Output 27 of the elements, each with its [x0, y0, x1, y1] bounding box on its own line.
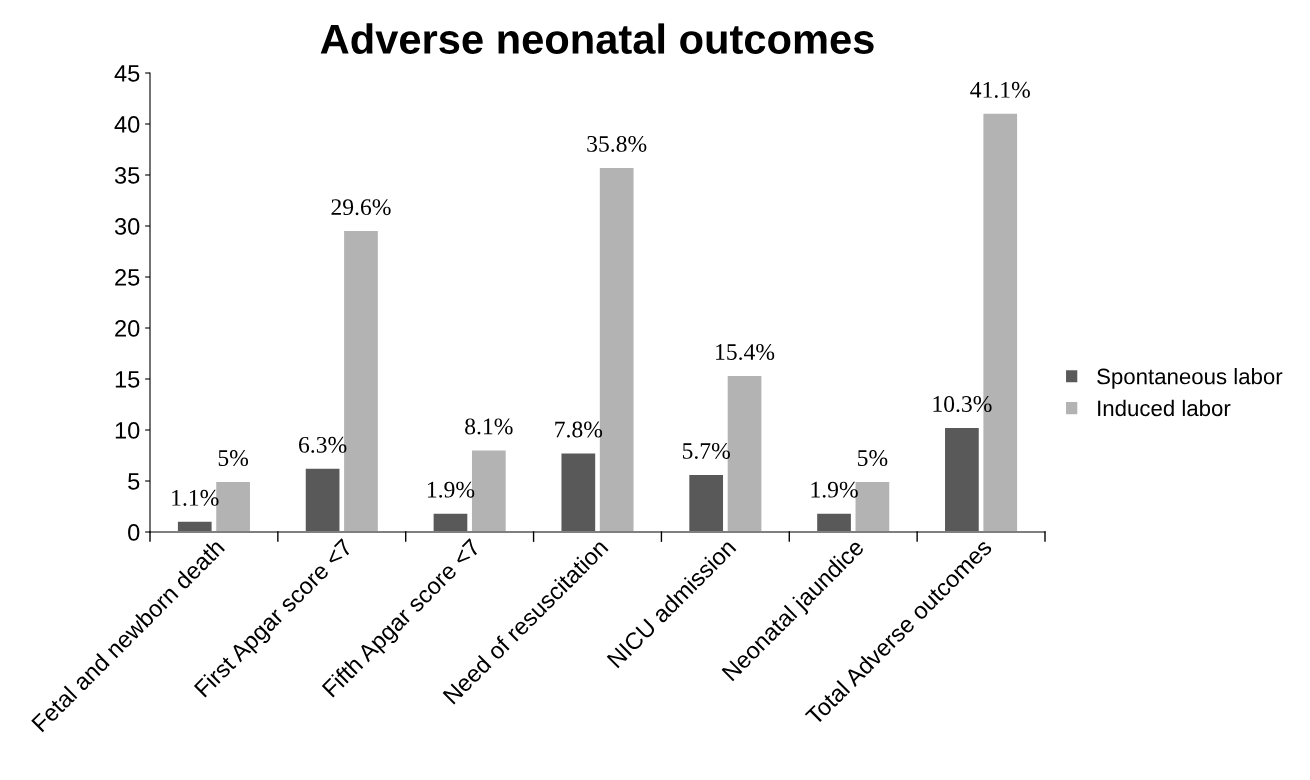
- data-label: 1.9%: [427, 481, 475, 498]
- data-label: 41.1%: [970, 81, 1030, 98]
- y-tick-label: 40: [114, 116, 140, 133]
- y-tick-label: 25: [115, 269, 140, 286]
- data-label: 7.8%: [555, 421, 603, 438]
- data-label: 1.9%: [811, 481, 858, 498]
- y-tick-label: 5: [128, 473, 140, 490]
- legend-label: Spontaneous labor: [1097, 368, 1283, 389]
- chart-title: Adverse neonatal outcomes: [320, 23, 874, 54]
- data-label: 1.1%: [172, 489, 219, 506]
- data-label: 5%: [858, 450, 888, 467]
- y-tick-label: 10: [115, 422, 140, 439]
- data-label: 5.7%: [682, 442, 730, 459]
- data-label: 6.3%: [299, 436, 347, 453]
- y-tick-label: 0: [128, 524, 140, 541]
- data-label: 35.8%: [587, 135, 647, 152]
- legend-label: Induced labor: [1098, 399, 1231, 417]
- y-tick-label: 30: [114, 218, 140, 235]
- data-label: 5%: [218, 450, 249, 467]
- y-tick-label: 45: [114, 65, 140, 82]
- data-label: 8.1%: [465, 418, 513, 435]
- y-tick-label: 35: [114, 167, 140, 184]
- data-label: 29.6%: [331, 199, 391, 216]
- y-tick-label: 20: [115, 320, 140, 337]
- data-label: 10.3%: [933, 396, 992, 413]
- data-label: 15.4%: [716, 343, 775, 361]
- y-tick-label: 15: [115, 371, 140, 388]
